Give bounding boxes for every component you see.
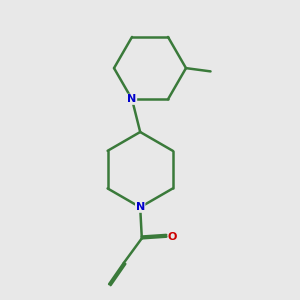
Text: O: O	[168, 232, 177, 242]
Text: N: N	[128, 94, 136, 104]
Text: N: N	[136, 202, 145, 212]
